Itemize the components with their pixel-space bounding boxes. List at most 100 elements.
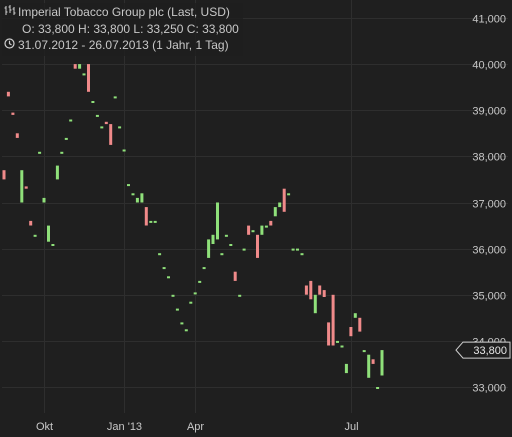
candle: [167, 276, 170, 279]
candle: [33, 234, 37, 237]
candle: [78, 64, 82, 69]
candle: [100, 126, 104, 129]
candle: [233, 271, 237, 281]
candle: [349, 327, 353, 337]
candle: [2, 170, 6, 180]
x-tick-label: Jan '13: [107, 421, 142, 433]
candle: [300, 253, 304, 256]
candle: [269, 220, 273, 226]
candle: [260, 225, 264, 235]
candle: [82, 73, 86, 76]
candle: [371, 359, 375, 364]
ohlc-bars-icon: [4, 5, 18, 21]
candle: [104, 121, 108, 125]
candle: [313, 294, 317, 314]
candle: [278, 202, 282, 208]
candle: [193, 292, 197, 295]
y-tick-label: 40,000: [472, 60, 506, 72]
last-price-badge: [455, 341, 511, 359]
candle: [73, 64, 77, 69]
legend-ohlc-values: O: 33,800 H: 33,800 L: 33,250 C: 33,800: [22, 22, 239, 36]
candle: [247, 225, 251, 235]
x-tick-label: Jul: [344, 421, 358, 433]
candle: [42, 197, 46, 203]
y-tick-label: 35,000: [472, 291, 506, 303]
candle: [153, 220, 157, 223]
candle: [336, 340, 339, 343]
candle: [149, 220, 153, 223]
candle: [87, 64, 90, 92]
candle: [198, 280, 202, 283]
candle: [47, 225, 50, 242]
candle: [144, 207, 148, 226]
candle: [60, 151, 64, 154]
candles: [2, 64, 384, 389]
candle: [362, 350, 366, 353]
candle: [340, 345, 344, 348]
candle: [322, 290, 326, 297]
candle: [327, 322, 331, 346]
candle: [211, 234, 215, 244]
candle: [189, 301, 193, 304]
candle: [220, 253, 224, 256]
candle: [344, 363, 348, 374]
candle: [251, 230, 255, 233]
legend-title-row: Imperial Tobacco Group plc (Last, USD): [4, 4, 239, 21]
x-axis: Okt Jan '13 Apr Jul: [36, 421, 359, 433]
candle: [367, 354, 371, 378]
candle: [38, 151, 42, 154]
candle: [95, 114, 99, 117]
legend-period-row: 31.07.2012 - 26.07.2013 (1 Jahr, 1 Tag): [4, 37, 239, 54]
candle: [131, 193, 135, 196]
candle: [358, 317, 362, 332]
candle: [55, 165, 59, 180]
candle: [158, 253, 162, 256]
chart-legend: Imperial Tobacco Group plc (Last, USD) O…: [2, 3, 243, 56]
candle: [175, 308, 179, 311]
last-price-label: 33,800: [473, 345, 507, 357]
grid: [2, 0, 508, 413]
candle: [353, 313, 357, 318]
candle: [376, 387, 380, 389]
candle: [29, 220, 33, 226]
candle: [127, 184, 130, 187]
candle: [264, 225, 268, 228]
candle: [162, 267, 166, 270]
y-tick-label: 33,000: [472, 383, 506, 395]
y-tick-label: 41,000: [472, 14, 506, 26]
candle: [180, 322, 184, 325]
candle: [6, 91, 10, 97]
x-tick-label: Apr: [187, 421, 204, 433]
candle: [229, 244, 233, 246]
candle: [207, 239, 211, 258]
candle: [64, 137, 68, 140]
candle: [242, 248, 246, 251]
y-tick-label: 37,000: [472, 199, 506, 211]
candle: [291, 248, 295, 251]
candle: [331, 294, 335, 346]
candle: [109, 124, 113, 145]
candle: [380, 350, 384, 376]
candle: [202, 267, 206, 270]
candle: [20, 170, 24, 203]
candle: [273, 207, 277, 217]
x-tick-label: Okt: [36, 421, 53, 433]
candle: [256, 234, 259, 258]
candle: [318, 285, 322, 295]
candle: [118, 126, 122, 129]
legend-title: Imperial Tobacco Group plc (Last, USD): [18, 5, 230, 19]
candle: [140, 193, 144, 203]
candle: [69, 119, 73, 122]
candle: [135, 197, 139, 203]
legend-period: 31.07.2012 - 26.07.2013 (1 Jahr, 1 Tag): [18, 38, 229, 52]
candle: [113, 96, 117, 99]
candle: [15, 133, 19, 138]
candle: [282, 188, 286, 212]
last-price-marker: 33,800: [455, 341, 511, 359]
candle: [91, 101, 95, 103]
y-axis: 33,00034,00035,00036,00037,00038,00039,0…: [472, 14, 506, 395]
y-tick-label: 39,000: [472, 106, 506, 118]
candle: [296, 248, 299, 251]
